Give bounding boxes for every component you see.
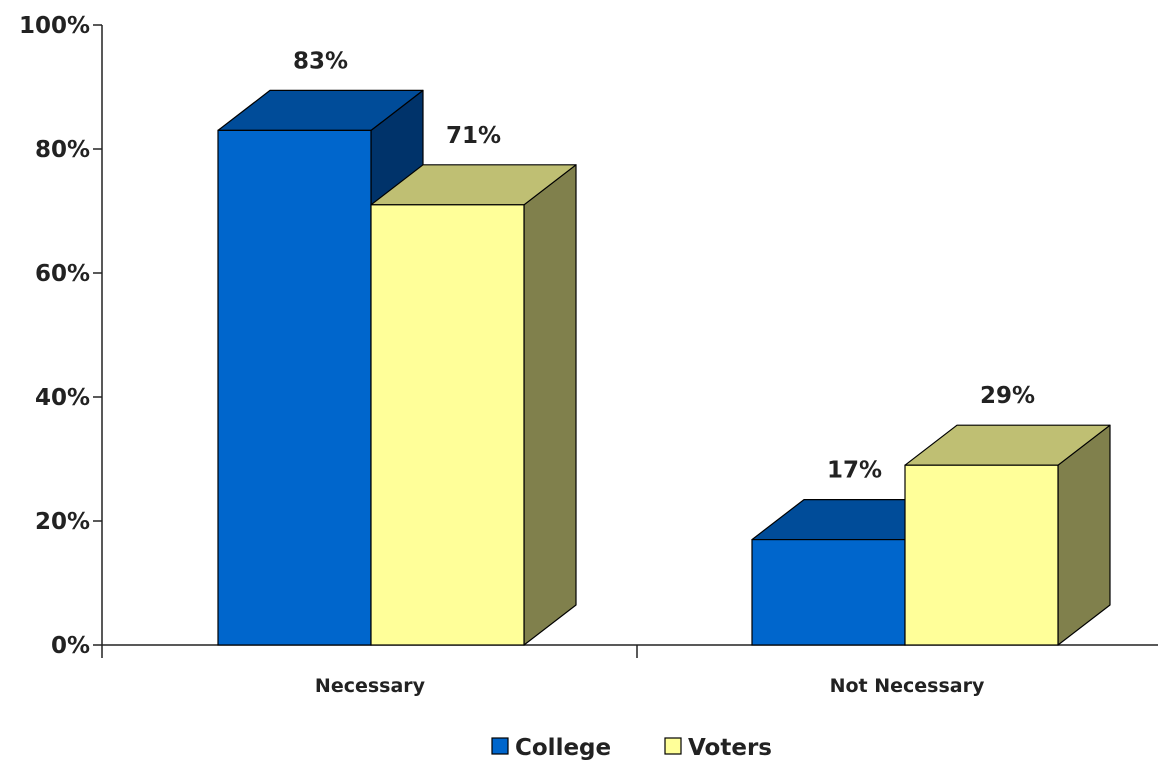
- y-tick-label: 60%: [35, 261, 90, 287]
- y-tick-label: 20%: [35, 509, 90, 535]
- data-label: 71%: [446, 123, 501, 149]
- y-tick-label: 80%: [35, 137, 90, 163]
- axes: 0% 20% 40% 60% 80% 100% Necessary Not Necessary: [19, 13, 1158, 697]
- bar-front-face: [751, 538, 906, 646]
- legend-item: Voters: [664, 735, 772, 761]
- bar: [904, 424, 1111, 646]
- y-tick-label: 40%: [35, 385, 90, 411]
- y-tick-label: 100%: [19, 13, 90, 39]
- legend: College Voters: [491, 735, 772, 761]
- x-tick-label: Necessary: [315, 675, 426, 697]
- bar-front-face: [904, 464, 1059, 646]
- legend-label: College: [515, 735, 611, 761]
- y-tick-label: 0%: [51, 633, 90, 659]
- bar: [370, 164, 577, 646]
- data-labels: 83% 71% 17% 29%: [293, 48, 1035, 483]
- legend-label: Voters: [688, 735, 772, 761]
- bar-front-face: [217, 129, 372, 646]
- legend-swatch: [491, 737, 509, 755]
- bar-front-face: [370, 204, 525, 646]
- bar-side-face: [523, 164, 577, 646]
- data-label: 29%: [980, 383, 1035, 409]
- x-tick-label: Not Necessary: [830, 675, 985, 697]
- data-label: 83%: [293, 48, 348, 74]
- legend-item: College: [491, 735, 611, 761]
- bars: [217, 89, 1111, 646]
- data-label: 17%: [827, 458, 882, 484]
- legend-swatch: [664, 737, 682, 755]
